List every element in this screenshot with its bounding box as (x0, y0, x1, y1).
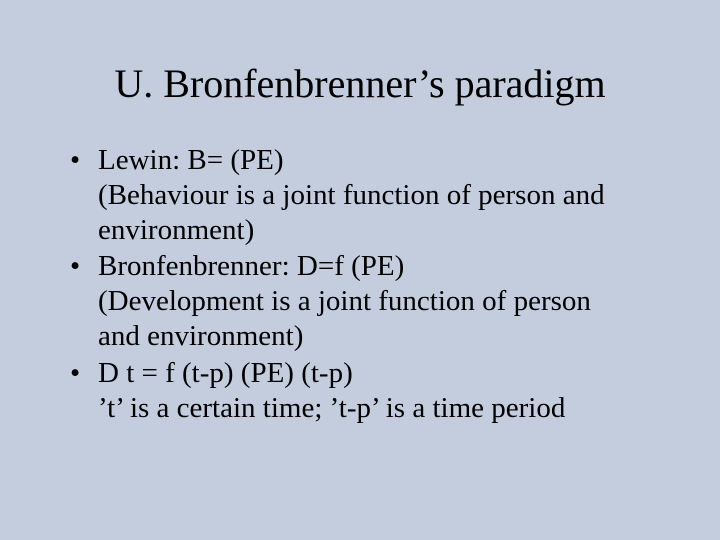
bullet-line: environment) (98, 213, 660, 248)
bullet-item: Lewin: B= (PE) (Behaviour is a joint fun… (70, 143, 660, 247)
slide-title: U. Bronfenbrenner’s paradigm (0, 0, 720, 143)
bullet-line: (Development is a joint function of pers… (98, 284, 660, 319)
bullet-line: ’t’ is a certain time; ’t-p’ is a time p… (98, 391, 660, 426)
bullet-line: Bronfenbrenner: D=f (PE) (98, 249, 660, 284)
bullet-line: and environment) (98, 319, 660, 354)
bullet-item: D t = f (t-p) (PE) (t-p) ’t’ is a certai… (70, 356, 660, 426)
slide-content: Lewin: B= (PE) (Behaviour is a joint fun… (0, 143, 720, 425)
bullet-line: D t = f (t-p) (PE) (t-p) (98, 356, 660, 391)
bullet-line: Lewin: B= (PE) (98, 143, 660, 178)
bullet-item: Bronfenbrenner: D=f (PE) (Development is… (70, 249, 660, 353)
slide: U. Bronfenbrenner’s paradigm Lewin: B= (… (0, 0, 720, 540)
bullet-list: Lewin: B= (PE) (Behaviour is a joint fun… (70, 143, 660, 425)
bullet-line: (Behaviour is a joint function of person… (98, 178, 660, 213)
